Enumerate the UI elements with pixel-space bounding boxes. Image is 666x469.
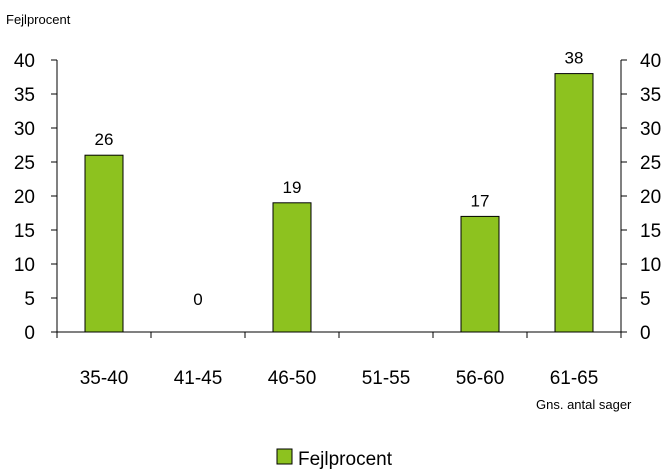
data-label: 26 — [95, 130, 114, 149]
left-y-ticks: 0 5 10 15 20 25 30 35 40 — [14, 51, 57, 344]
right-y-tick-label: 15 — [640, 221, 661, 242]
x-ticks: 35-40 41-45 46-50 51-55 56-60 61-65 — [56, 332, 622, 389]
x-tick-label: 46-50 — [268, 368, 317, 389]
x-tick-label: 41-45 — [174, 368, 223, 389]
x-tick-label: 61-65 — [550, 368, 599, 389]
data-label: 38 — [565, 49, 584, 68]
right-y-tick-label: 5 — [640, 289, 651, 310]
data-label: 0 — [193, 290, 202, 309]
data-label: 19 — [283, 178, 302, 197]
x-tick-label: 35-40 — [80, 368, 129, 389]
right-y-tick-label: 40 — [640, 51, 661, 72]
y-axis-title: Fejlprocent — [6, 12, 71, 27]
axes — [56, 60, 622, 333]
legend-swatch — [276, 448, 293, 465]
left-y-tick-label: 15 — [14, 221, 35, 242]
right-y-tick-label: 10 — [640, 255, 661, 276]
left-y-tick-label: 0 — [24, 323, 35, 344]
x-tick-label: 51-55 — [362, 368, 411, 389]
left-y-tick-label: 20 — [14, 187, 35, 208]
left-y-tick-label: 25 — [14, 153, 35, 174]
bars — [84, 73, 594, 333]
bar — [272, 202, 312, 333]
x-axis-title: Gns. antal sager — [536, 397, 632, 412]
bar — [554, 73, 594, 333]
left-y-tick-label: 10 — [14, 255, 35, 276]
legend-label: Fejlprocent — [298, 449, 393, 469]
left-y-tick-label: 5 — [24, 289, 35, 310]
left-y-tick-label: 35 — [14, 85, 35, 106]
data-label: 17 — [471, 191, 490, 210]
right-y-tick-label: 0 — [640, 323, 651, 344]
legend: Fejlprocent — [276, 448, 393, 469]
bar — [460, 215, 500, 333]
x-tick-label: 56-60 — [456, 368, 505, 389]
right-y-tick-label: 35 — [640, 85, 661, 106]
right-y-ticks: 0 5 10 15 20 25 30 35 40 — [621, 51, 661, 344]
left-y-tick-label: 30 — [14, 119, 35, 140]
left-y-tick-label: 40 — [14, 51, 35, 72]
right-y-tick-label: 25 — [640, 153, 661, 174]
data-labels: 26 0 19 17 38 — [95, 49, 584, 309]
right-y-tick-label: 20 — [640, 187, 661, 208]
bar — [84, 154, 124, 333]
right-y-tick-label: 30 — [640, 119, 661, 140]
